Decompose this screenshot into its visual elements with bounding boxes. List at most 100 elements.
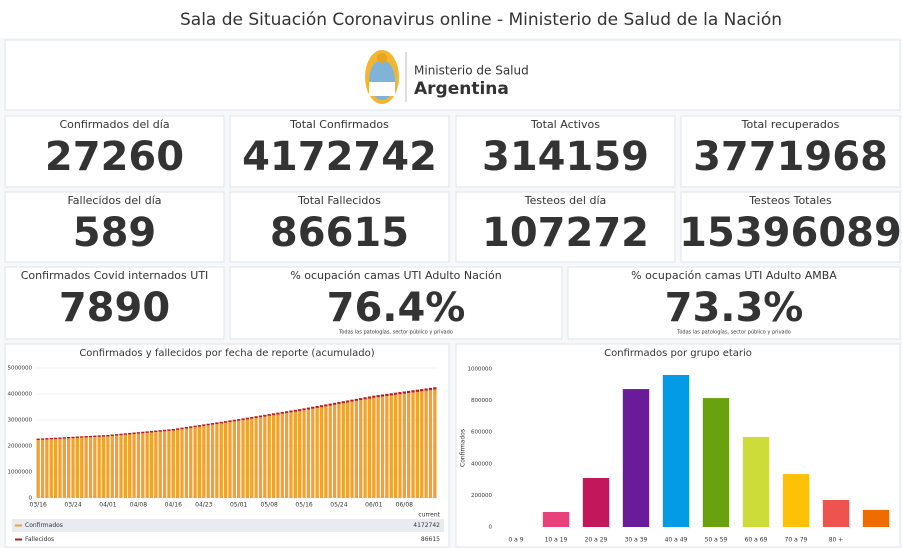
card: [455, 191, 676, 263]
bar-segment: [332, 402, 337, 405]
card-value: 4172742: [242, 134, 437, 180]
bar-segment: [189, 426, 193, 428]
card-value: 73.3%: [665, 285, 804, 331]
card-value: 107272: [482, 210, 649, 256]
bar-segment: [223, 421, 228, 423]
bar-segment: [101, 436, 106, 498]
bar-segment: [276, 412, 280, 415]
bar-segment: [167, 430, 171, 498]
x-tick-label: 05/24: [330, 502, 347, 509]
y-tick-label: 2000000: [8, 444, 33, 450]
card-label: % ocupación camas UTI Adulto Nación: [290, 269, 501, 282]
bar-segment: [284, 413, 289, 498]
bar-segment: [250, 418, 254, 498]
bar-segment: [359, 398, 363, 401]
bar-segment: [393, 394, 398, 498]
bar-segment: [197, 425, 202, 427]
legend-label: Confirmados: [25, 522, 63, 529]
bar-segment: [45, 438, 49, 440]
bar-segment: [241, 420, 245, 498]
bar-segment: [171, 430, 175, 498]
bar-segment: [428, 390, 433, 498]
bar: [582, 478, 610, 527]
card-note: Todas las patologías, sector público y p…: [676, 329, 791, 336]
bar-segment: [359, 400, 363, 498]
bar-segment: [110, 434, 114, 436]
bar-segment: [276, 414, 280, 498]
bar-segment: [158, 431, 162, 498]
bar-segment: [367, 396, 372, 399]
bar-segment: [136, 432, 141, 434]
bar-segment: [376, 395, 380, 398]
bar-segment: [106, 434, 110, 437]
bar: [822, 499, 850, 527]
y-tick-label: 800000: [471, 398, 492, 404]
bar-segment: [62, 438, 66, 498]
y-tick-label: 0: [29, 496, 33, 502]
bar: [742, 436, 770, 527]
card: [4, 266, 225, 340]
bar-segment: [84, 436, 88, 438]
logo-panel: [4, 39, 901, 111]
bar-segment: [132, 434, 136, 498]
bar-segment: [376, 397, 380, 498]
bar-segment: [315, 406, 319, 408]
bar-segment: [67, 438, 71, 498]
chart-title: Confirmados por grupo etario: [604, 348, 752, 359]
bar-segment: [345, 400, 350, 403]
bar-segment: [189, 427, 193, 498]
card: [229, 266, 563, 340]
bar-segment: [228, 420, 232, 423]
bar-segment: [241, 418, 245, 421]
bar-segment: [176, 429, 180, 498]
bar-segment: [289, 410, 293, 413]
bar-segment: [154, 432, 158, 498]
card-label: Confirmados Covid internados UTI: [21, 269, 209, 282]
x-tick-label: 06/08: [396, 502, 413, 509]
bar-segment: [184, 428, 189, 498]
bar-segment: [232, 421, 236, 498]
card: [229, 115, 450, 188]
bar-segment: [345, 402, 350, 498]
bar-segment: [71, 438, 75, 498]
bar-segment: [171, 428, 175, 431]
x-tick-label: 60 a 69: [745, 537, 768, 544]
bar-segment: [385, 393, 389, 396]
y-tick-label: 3000000: [8, 418, 33, 424]
bar: [542, 511, 570, 527]
card: [229, 191, 450, 263]
bar-segment: [271, 415, 276, 498]
bar-segment: [123, 434, 128, 498]
bar-segment: [237, 419, 241, 421]
bar-segment: [232, 419, 236, 422]
bar-segment: [254, 417, 258, 498]
bar-segment: [415, 389, 420, 392]
bar-segment: [328, 403, 332, 406]
bar-segment: [67, 436, 71, 439]
bar-segment: [263, 416, 267, 498]
bar-segment: [311, 406, 315, 409]
bar-segment: [154, 430, 158, 433]
bar-segment: [162, 431, 167, 498]
bar-segment: [420, 391, 424, 498]
bar-segment: [258, 417, 263, 498]
bar-segment: [411, 392, 415, 498]
legend-value: 86615: [421, 536, 440, 543]
bar-segment: [149, 430, 154, 433]
y-tick-label: 0: [489, 525, 493, 531]
bar-segment: [132, 432, 136, 435]
y-tick-label: 1000000: [468, 367, 493, 373]
card: [680, 115, 901, 188]
y-axis-label: Confirmados: [460, 429, 467, 467]
bar-segment: [141, 433, 145, 498]
bar-segment: [119, 435, 123, 498]
bar-segment: [293, 409, 297, 412]
card-value: 7890: [59, 285, 170, 331]
bar-segment: [210, 423, 215, 425]
bar-segment: [158, 430, 162, 432]
bar: [782, 474, 810, 527]
bar-segment: [250, 416, 254, 419]
bar-segment: [433, 389, 437, 498]
y-tick-label: 400000: [471, 461, 492, 467]
bar-segment: [293, 411, 297, 498]
